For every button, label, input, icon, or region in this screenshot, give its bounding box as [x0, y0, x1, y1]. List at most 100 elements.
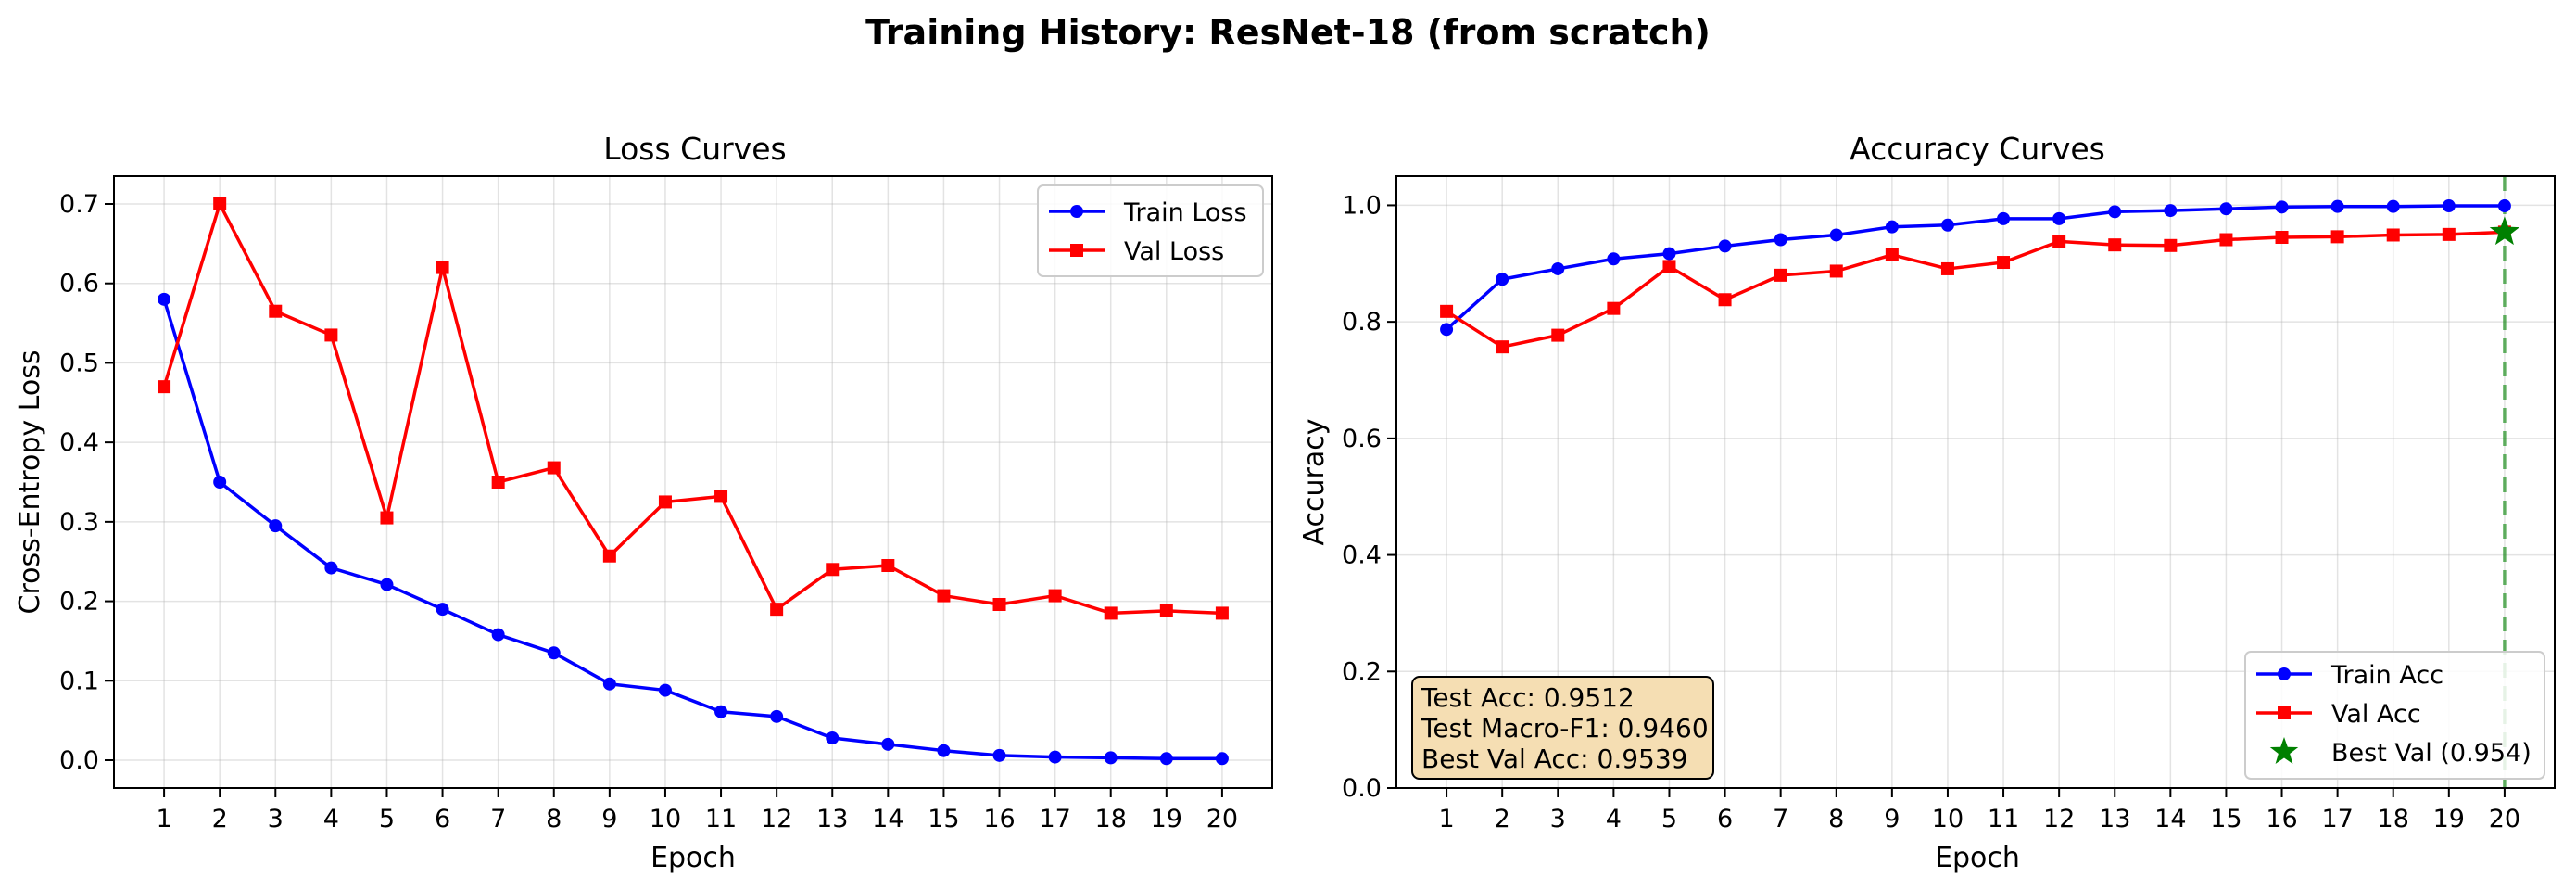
x-tick-label: 15	[2210, 805, 2241, 833]
train-acc-point	[2052, 211, 2066, 225]
val-loss-point	[1104, 606, 1118, 620]
train-acc-point	[1551, 261, 1565, 275]
train-loss-point	[1159, 752, 1173, 766]
x-tick-label: 12	[761, 805, 792, 833]
val-acc-point	[1440, 304, 1454, 318]
x-tick-label: 13	[2099, 805, 2130, 833]
val-acc-point	[2386, 228, 2400, 242]
x-tick-label: 20	[1206, 805, 1238, 833]
loss-chart-legend: Train Loss Val Loss	[1037, 184, 1264, 277]
x-tick-label: 18	[1095, 805, 1127, 833]
train-loss-point	[937, 744, 951, 757]
annotation-best-val-acc: Best Val Acc: 0.9539	[1421, 744, 1687, 774]
x-tick-label: 9	[1884, 805, 1900, 833]
train-acc-point	[2219, 202, 2233, 216]
train-acc-point	[1885, 220, 1899, 234]
val-acc-point	[2275, 231, 2289, 244]
accuracy-chart-series	[1440, 176, 2520, 788]
train-loss-point	[602, 677, 616, 691]
loss-chart-xlabel: Epoch	[650, 842, 736, 874]
val-loss-line	[162, 202, 1222, 616]
train-loss-point	[213, 476, 227, 489]
val-acc-point	[1829, 264, 1843, 278]
val-acc-point	[1718, 293, 1732, 307]
train-acc-point	[1440, 323, 1454, 337]
loss-chart-grid	[114, 176, 1272, 788]
train-acc-point	[1829, 228, 1843, 242]
train-acc-point	[1940, 218, 1954, 232]
accuracy-chart-frame	[1395, 175, 2556, 789]
val-loss-point	[881, 559, 895, 572]
train-loss-point	[1215, 752, 1229, 766]
train-loss-point	[714, 705, 728, 718]
train-loss-point	[1104, 751, 1118, 765]
x-tick-label: 19	[1151, 805, 1182, 833]
loss-chart-ticks: 1 2 3 4 5 6 7 8 9 10 11 12 13 14 15 16 17 18 19 200.00.10.2…	[59, 190, 1238, 833]
x-tick-label: 10	[1932, 805, 1964, 833]
train-acc-point	[2330, 199, 2344, 213]
train-loss-point	[770, 709, 784, 723]
legend-val-acc-marker	[2278, 706, 2291, 719]
legend-val-loss-label: Val Loss	[1124, 237, 1224, 266]
val-loss-point	[1159, 604, 1173, 617]
val-acc-point	[2052, 235, 2066, 248]
loss-chart-frame	[113, 175, 1273, 789]
y-tick-label: 0.0	[1342, 774, 1382, 803]
legend-best-val-label: Best Val (0.954)	[2331, 739, 2532, 768]
train-acc-point	[1997, 211, 2011, 225]
x-tick-label: 5	[379, 805, 395, 833]
train-loss-point	[269, 519, 283, 533]
legend-val-acc-label: Val Acc	[2331, 700, 2421, 729]
val-loss-point	[547, 461, 561, 475]
val-acc-point	[2219, 233, 2233, 247]
train-acc-point	[1718, 239, 1732, 253]
x-tick-label: 15	[928, 805, 959, 833]
figure-title: Training History: ResNet-18 (from scratc…	[865, 12, 1711, 53]
accuracy-chart-ylabel: Accuracy	[1298, 419, 1331, 546]
annotation-test-macro-f1: Test Macro-F1: 0.9460	[1421, 713, 1709, 744]
y-tick-label: 0.5	[59, 349, 99, 377]
train-acc-point	[2108, 205, 2122, 219]
train-loss-point	[881, 737, 895, 751]
best-val-star-icon	[2489, 216, 2520, 246]
val-acc-point	[1496, 340, 1509, 354]
val-loss-point	[324, 328, 338, 342]
annotation-test-acc: Test Acc: 0.9512	[1421, 682, 1635, 713]
val-acc-point	[1885, 248, 1899, 261]
legend-train-acc-label: Train Acc	[2330, 661, 2443, 690]
train-acc-point	[2164, 204, 2178, 218]
val-loss-point	[269, 304, 283, 318]
train-loss-point	[158, 292, 171, 306]
x-tick-label: 16	[983, 805, 1015, 833]
x-tick-label: 10	[650, 805, 681, 833]
loss-chart-ylabel: Cross-Entropy Loss	[14, 350, 46, 615]
train-loss-line	[162, 299, 1222, 761]
val-loss-point	[602, 549, 616, 563]
y-tick-label: 0.2	[59, 588, 99, 617]
y-tick-label: 0.4	[59, 428, 99, 457]
val-loss-point	[213, 197, 227, 210]
x-tick-label: 17	[1039, 805, 1070, 833]
train-acc-point	[1496, 273, 1509, 286]
x-tick-label: 1	[1438, 805, 1454, 833]
x-tick-label: 11	[705, 805, 737, 833]
x-tick-label: 4	[323, 805, 339, 833]
train-acc-point	[2497, 199, 2511, 213]
train-acc-point	[2442, 199, 2456, 213]
x-tick-label: 20	[2489, 805, 2520, 833]
test-metrics-box	[1411, 676, 1714, 780]
accuracy-legend-box	[2244, 651, 2545, 780]
val-loss-point	[380, 511, 394, 525]
val-acc-point	[1662, 260, 1676, 273]
val-loss-point	[770, 603, 784, 617]
train-loss-point	[1048, 750, 1062, 764]
test-metrics-annotation: Test Acc: 0.9512 Test Macro-F1: 0.9460 B…	[1411, 676, 1714, 780]
loss-legend-box	[1037, 184, 1264, 277]
x-tick-label: 8	[546, 805, 562, 833]
x-tick-label: 6	[435, 805, 450, 833]
train-acc-point	[1662, 247, 1676, 261]
x-tick-label: 16	[2266, 805, 2297, 833]
x-tick-label: 14	[2154, 805, 2186, 833]
x-tick-label: 3	[268, 805, 284, 833]
val-loss-point	[937, 589, 951, 603]
